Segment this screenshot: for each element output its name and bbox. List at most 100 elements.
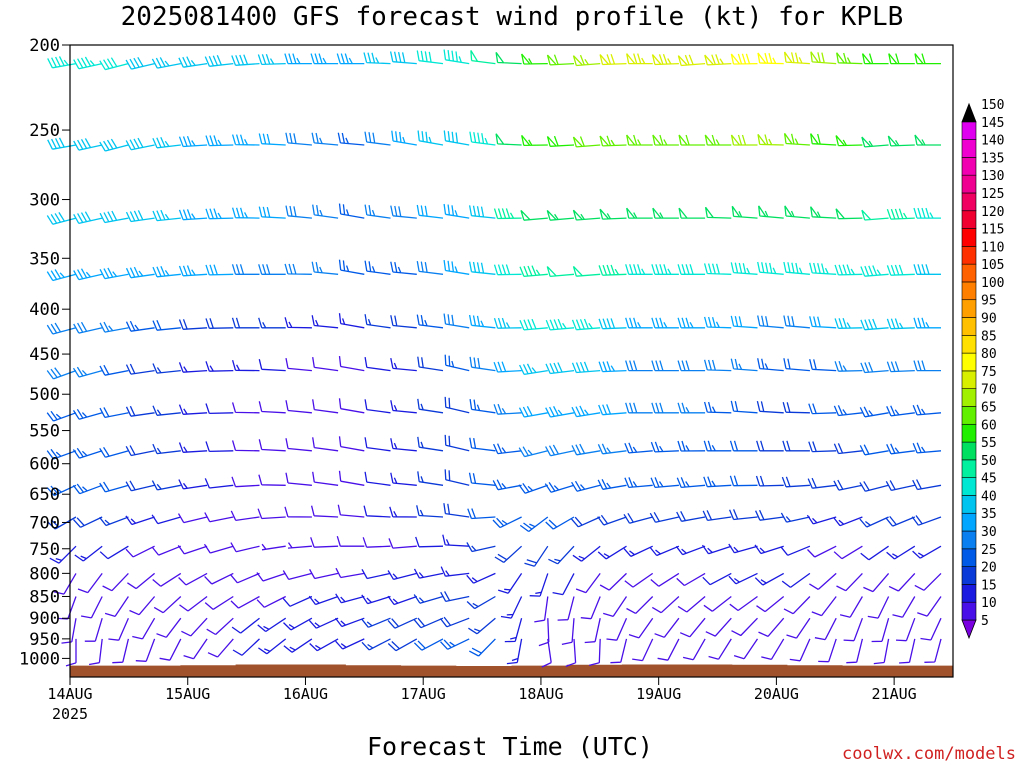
wind-barb [391,130,417,146]
colorbar-cell [961,530,977,550]
colorbar-label: 60 [981,418,997,433]
wind-barb [231,617,260,634]
wind-barb [312,357,339,372]
wind-barb [205,135,234,147]
barb-shape [99,407,129,419]
speed-colorbar: 5 10 15 20 25 30 35 40 45 50 55 60 65 70 75 80 85 90 95 100… [961,98,1004,640]
wind-barb [545,318,575,331]
credit-link[interactable]: coolwx.com/models [842,744,1016,764]
wind-barb [860,361,889,374]
barb-shape [205,318,234,329]
barb-shape [599,53,627,66]
barb-shape [309,638,339,652]
wind-barb [387,570,417,581]
time-tick-sublabel: 2025 [52,705,88,723]
barb-shape [390,261,417,275]
barb-shape [545,406,575,418]
wind-barb [519,363,548,376]
barb-shape [257,617,287,633]
wind-barb [46,410,77,422]
wind-barb [364,356,391,372]
barb-shape [597,479,627,490]
wind-barb [703,316,732,329]
wind-barb [309,638,339,652]
barb-shape [99,267,129,280]
wind-barb [623,512,653,524]
wind-barb [834,360,863,372]
barb-shape [309,568,339,580]
wind-barb [899,638,916,664]
colorbar-cell [961,246,977,265]
barb-shape [125,445,155,457]
wind-barb [205,318,234,329]
barb-shape [834,317,863,329]
wind-barb [231,440,260,452]
wind-barb [757,358,784,372]
barb-shape [178,362,208,373]
wind-barb [284,317,312,329]
wind-barb [703,595,732,612]
barb-shape [757,261,784,275]
wind-barb [809,316,837,329]
barb-shape [580,596,601,620]
wind-barb [678,207,706,219]
wind-barb [571,405,601,418]
barb-shape [364,260,391,275]
time-tick-label: 16AUG [283,685,328,703]
barb-shape [72,447,103,459]
wind-barb [886,264,915,276]
barb-shape [231,54,260,66]
barb-shape [836,572,863,592]
wind-barb [809,359,837,372]
wind-barb [504,618,523,643]
barb-shape [534,596,549,623]
barb-shape [47,137,77,150]
wind-barb [708,638,732,660]
wind-barb [521,134,548,147]
wind-barb [49,545,77,564]
wind-barb [230,510,260,522]
wind-barb [624,442,653,454]
barb-shape [783,261,810,275]
wind-barb [108,617,129,641]
barb-shape [61,618,77,644]
wind-barb [178,362,208,373]
barb-shape [757,52,784,65]
wind-barb [125,480,155,492]
barb-shape [468,472,496,486]
wind-barb [179,595,208,612]
barb-shape [361,617,391,628]
barb-shape [468,261,496,275]
wind-barb [783,51,810,65]
wind-barb [500,596,523,619]
wind-barb [677,440,706,452]
wind-barb [338,203,365,219]
barb-shape [361,568,391,580]
barb-shape [183,638,208,660]
wind-barb [677,596,706,613]
wind-barb [597,545,627,560]
barb-shape [538,618,550,647]
wind-barb [575,573,601,594]
barb-shape [677,317,706,329]
barb-shape [258,439,286,452]
barb-shape [88,638,103,666]
wind-barb [545,406,575,418]
wind-barb [623,545,653,557]
wind-barb [860,318,889,331]
barb-shape [152,363,181,374]
wind-barb [626,53,653,65]
colorbar-cell [961,299,977,318]
wind-barb [730,262,758,275]
barb-shape [861,136,889,148]
barb-shape [754,544,784,555]
pressure-tick-label: 650 [29,485,60,505]
barb-shape [676,477,706,489]
wind-barb [606,617,628,641]
barb-shape [729,440,758,452]
barb-shape [258,401,286,414]
wind-barb [177,545,208,555]
pressure-tick-label: 700 [29,513,60,533]
barb-shape [284,506,312,518]
wind-barb [336,536,365,547]
